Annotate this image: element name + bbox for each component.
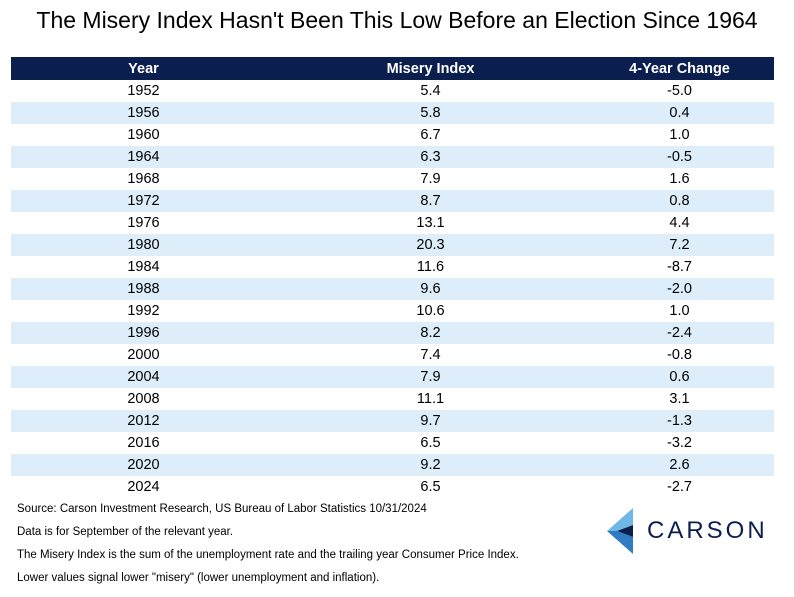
four-year-change-cell: 4.4 xyxy=(669,215,690,231)
column-header-4-year-change: 4-Year Change xyxy=(585,57,774,80)
misery-index-cell: 11.1 xyxy=(416,391,445,407)
year-cell: 2004 xyxy=(11,366,276,388)
four-year-change-cell: -2.4 xyxy=(585,322,774,344)
misery-index-cell: 6.7 xyxy=(420,127,441,143)
four-year-change-cell: -8.7 xyxy=(667,259,692,275)
table-row: 1984 11.6 -8.7 xyxy=(11,256,774,278)
year-cell: 2024 xyxy=(127,479,160,495)
logo-wordmark: CARSON xyxy=(647,517,768,544)
table-header-row: Year Misery Index 4-Year Change xyxy=(11,57,774,80)
year-cell: 1996 xyxy=(11,322,276,344)
table-row: 2024 6.5 -2.7 xyxy=(11,476,774,498)
year-cell: 2000 xyxy=(127,347,160,363)
year-cell: 1988 xyxy=(11,278,276,300)
year-cell: 2020 xyxy=(11,454,276,476)
misery-index-cell: 8.7 xyxy=(276,190,585,212)
year-cell: 2016 xyxy=(127,435,160,451)
year-cell: 1972 xyxy=(11,190,276,212)
table-row: 1968 7.9 1.6 xyxy=(11,168,774,190)
column-header-misery-index: Misery Index xyxy=(276,57,585,80)
four-year-change-cell: -1.3 xyxy=(585,410,774,432)
interpretation-note: Lower values signal lower "misery" (lowe… xyxy=(17,572,380,584)
carson-logo: CARSON xyxy=(607,508,768,554)
table-row: 2016 6.5 -3.2 xyxy=(11,432,774,454)
four-year-change-cell: 0.4 xyxy=(585,102,774,124)
carson-chevron-logo-icon xyxy=(607,508,633,554)
misery-index-table: Year Misery Index 4-Year Change 1952 5.4 -… xyxy=(11,57,774,498)
table-row: 2000 7.4 -0.8 xyxy=(11,344,774,366)
table-row: 2008 11.1 3.1 xyxy=(11,388,774,410)
table-row: 1964 6.3 -0.5 xyxy=(11,146,774,168)
four-year-change-cell: 7.2 xyxy=(585,234,774,256)
misery-index-cell: 7.4 xyxy=(420,347,441,363)
year-cell: 1964 xyxy=(11,146,276,168)
misery-index-cell: 13.1 xyxy=(416,215,445,231)
four-year-change-cell: -2.7 xyxy=(667,479,692,495)
misery-index-cell: 7.9 xyxy=(420,171,441,187)
four-year-change-cell: 3.1 xyxy=(669,391,690,407)
misery-index-cell: 5.8 xyxy=(276,102,585,124)
year-cell: 1980 xyxy=(11,234,276,256)
four-year-change-cell: 2.6 xyxy=(585,454,774,476)
table-body: 1952 5.4 -5.0 1956 5.8 0.4 1960 6.7 1.0 1964 6.3 -0… xyxy=(11,80,774,498)
four-year-change-cell: 1.0 xyxy=(669,303,690,319)
four-year-change-cell: -0.5 xyxy=(585,146,774,168)
table-row: 1952 5.4 -5.0 xyxy=(11,80,774,102)
year-cell: 1976 xyxy=(127,215,160,231)
year-cell: 1992 xyxy=(127,303,160,319)
year-cell: 1968 xyxy=(127,171,160,187)
misery-index-cell: 9.2 xyxy=(276,454,585,476)
four-year-change-cell: -2.0 xyxy=(585,278,774,300)
four-year-change-cell: -3.2 xyxy=(667,435,692,451)
year-cell: 1960 xyxy=(127,127,160,143)
four-year-change-cell: 1.0 xyxy=(669,127,690,143)
misery-index-cell: 11.6 xyxy=(416,259,445,275)
year-cell: 1984 xyxy=(127,259,160,275)
year-cell: 2008 xyxy=(127,391,160,407)
table-row: 1988 9.6 -2.0 xyxy=(11,278,774,300)
table-row: 1980 20.3 7.2 xyxy=(11,234,774,256)
misery-index-cell: 9.7 xyxy=(276,410,585,432)
year-cell: 1956 xyxy=(11,102,276,124)
chart-title: The Misery Index Hasn't Been This Low Be… xyxy=(36,7,758,33)
misery-index-cell: 9.6 xyxy=(276,278,585,300)
four-year-change-cell: -0.8 xyxy=(667,347,692,363)
misery-index-cell: 5.4 xyxy=(420,83,441,99)
misery-index-cell: 10.6 xyxy=(416,303,445,319)
misery-index-cell: 20.3 xyxy=(276,234,585,256)
column-header-year: Year xyxy=(11,57,276,80)
table-row: 1976 13.1 4.4 xyxy=(11,212,774,234)
four-year-change-cell: -5.0 xyxy=(667,83,692,99)
definition-note: The Misery Index is the sum of the unemp… xyxy=(17,549,519,561)
data-note: Data is for September of the relevant ye… xyxy=(17,526,234,538)
table-row: 1960 6.7 1.0 xyxy=(11,124,774,146)
misery-index-cell: 6.5 xyxy=(420,435,441,451)
source-note: Source: Carson Investment Research, US B… xyxy=(17,503,427,515)
table-row: 2020 9.2 2.6 xyxy=(11,454,774,476)
table-row: 1972 8.7 0.8 xyxy=(11,190,774,212)
year-cell: 1952 xyxy=(127,83,160,99)
table-row: 2012 9.7 -1.3 xyxy=(11,410,774,432)
table-row: 1956 5.8 0.4 xyxy=(11,102,774,124)
table-row: 1992 10.6 1.0 xyxy=(11,300,774,322)
misery-index-cell: 8.2 xyxy=(276,322,585,344)
misery-index-cell: 7.9 xyxy=(276,366,585,388)
table-row: 2004 7.9 0.6 xyxy=(11,366,774,388)
misery-index-cell: 6.3 xyxy=(276,146,585,168)
year-cell: 2012 xyxy=(11,410,276,432)
table-row: 1996 8.2 -2.4 xyxy=(11,322,774,344)
four-year-change-cell: 1.6 xyxy=(669,171,690,187)
four-year-change-cell: 0.6 xyxy=(585,366,774,388)
four-year-change-cell: 0.8 xyxy=(585,190,774,212)
misery-index-cell: 6.5 xyxy=(420,479,441,495)
footnotes: Source: Carson Investment Research, US B… xyxy=(17,498,519,590)
